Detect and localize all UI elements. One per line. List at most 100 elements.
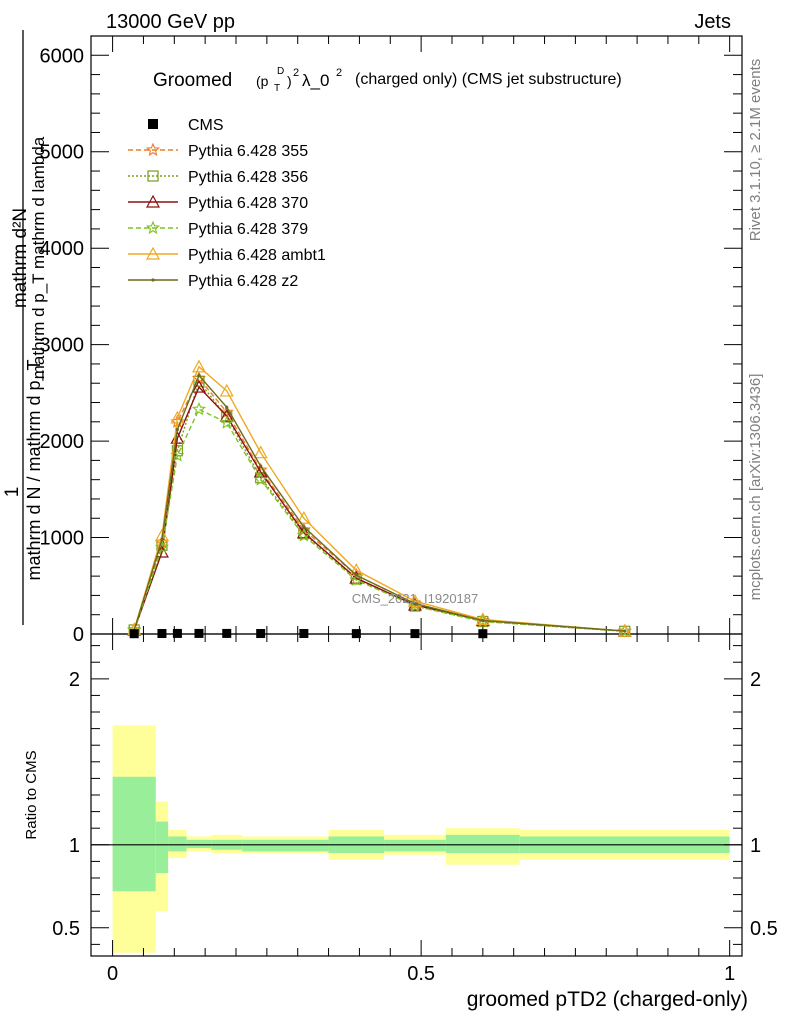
data-point [191,379,206,393]
data-point [219,404,234,419]
ratio-y-tick-label-right: 1 [750,835,761,857]
ratio-y-axis-label: Ratio to CMS [23,750,40,839]
data-point [256,629,266,639]
ratio-band-inner [242,839,329,852]
data-point [129,629,139,639]
category-label: Jets [694,11,731,33]
svg-text:2: 2 [336,67,342,79]
data-point [191,359,206,373]
title-sub-t: T [274,83,280,94]
mc-series [127,359,632,638]
svg-text:(p: (p [256,73,269,89]
data-point [253,445,268,459]
cms-data-points [129,628,488,639]
series-line [133,385,625,632]
energy-label: 13000 GeV pp [106,11,235,33]
ylabel-numerator: 1 [2,487,23,498]
data-point [225,405,229,409]
legend-label: Pythia 6.428 ambt1 [188,247,326,264]
legend-entry: Pythia 6.428 z2 [128,273,298,290]
data-point [478,629,488,639]
series-pythia-6-428-z2 [132,373,627,633]
data-point [145,220,161,235]
data-point [194,628,204,638]
legend-entry: Pythia 6.428 379 [128,220,308,238]
data-point [299,629,309,639]
svg-text:Groomed: Groomed [153,70,232,91]
ratio-y-tick-label-right: 2 [750,669,761,691]
data-point [617,623,632,638]
data-point [147,170,159,182]
data-point [175,427,179,432]
ratio-band-inner [445,834,520,854]
title-lambda: λ_0 [302,71,329,90]
y-tick-label: 0 [73,624,84,646]
ratio-y-tick-label-right: 0.5 [750,918,778,940]
svg-text:T: T [274,83,280,94]
legend-label: Pythia 6.428 355 [188,143,308,160]
legend-entry: Pythia 6.428 370 [128,194,308,212]
y-tick-label: 1000 [40,528,85,550]
data-point [407,593,422,607]
legend-label: Pythia 6.428 379 [188,221,308,238]
data-point [191,401,207,416]
y-tick-label: 6000 [40,45,85,67]
data-point [170,410,185,424]
ratio-band-inner [384,839,446,852]
data-point [413,602,417,606]
ratio-y-tick-label: 1 [69,835,80,857]
legend-entry: Pythia 6.428 355 [128,142,308,160]
svg-text:(charged only) (CMS jet substr: (charged only) (CMS jet substructure) [355,71,622,88]
data-point [302,525,306,529]
data-point [475,612,490,626]
data-point [219,408,234,422]
y-tick-label: 5000 [40,142,85,164]
svg-text:D: D [277,66,284,77]
title-sup-2: 2 [293,67,299,79]
x-tick-label: 0 [107,963,118,985]
data-point [259,464,263,468]
data-point [253,472,268,486]
ratio-plot-frame [90,633,743,957]
data-point [354,573,358,577]
legend-entry: Pythia 6.428 ambt1 [128,246,326,264]
title-p: (p [256,73,269,89]
svg-text:): ) [287,73,292,89]
title-sup-d: D [277,66,284,77]
svg-text:2: 2 [293,67,299,79]
data-point [154,539,170,554]
axis-tick-labels: 0 0.5 1 0 1000 2000 3000 4000 5000 6000 0.5 0.5 1 1 2 2 [40,45,778,985]
legend-entry: Pythia 6.428 356 [128,169,308,186]
data-point [219,383,234,397]
data-point [410,629,420,639]
data-point [481,618,485,623]
axis-ticks [91,35,742,956]
title-sup-lambda: 2 [336,67,342,79]
legend-entry: CMS [148,117,224,134]
series-line [133,408,625,632]
y-tick-label: 4000 [40,238,85,260]
data-point [296,528,311,542]
ylabel-line1: mathrm d²N [10,208,31,308]
main-y-axis-label: mathrm d²N mathrm d p_T mathrm d lambda … [2,30,48,625]
source-label: mcplots.cern.ch [arXiv:1306.3436] [747,374,764,601]
data-point [351,629,361,639]
data-point [145,142,161,157]
svg-text:λ_0: λ_0 [302,71,329,90]
legend-label: CMS [188,117,224,134]
data-point [296,511,311,524]
ylabel-line2: mathrm d p_T mathrm d lambda [29,136,48,379]
data-point [219,415,234,429]
data-point [172,628,182,638]
x-tick-label: 0.5 [407,963,435,985]
analysis-watermark: CMS_2021_I1920187 [352,591,479,606]
ylabel-denominator: mathrm d N / mathrm d p_T [24,359,45,580]
ratio-band-inner [168,836,187,852]
title-prefix: Groomed [153,70,232,91]
chart-title: Groomed (p D T ) 2 λ_0 2 (charged only) … [153,66,622,94]
legend-label: Pythia 6.428 370 [188,195,308,212]
data-point [222,628,232,638]
ratio-y-tick-label: 2 [69,669,80,691]
data-point [145,246,161,260]
